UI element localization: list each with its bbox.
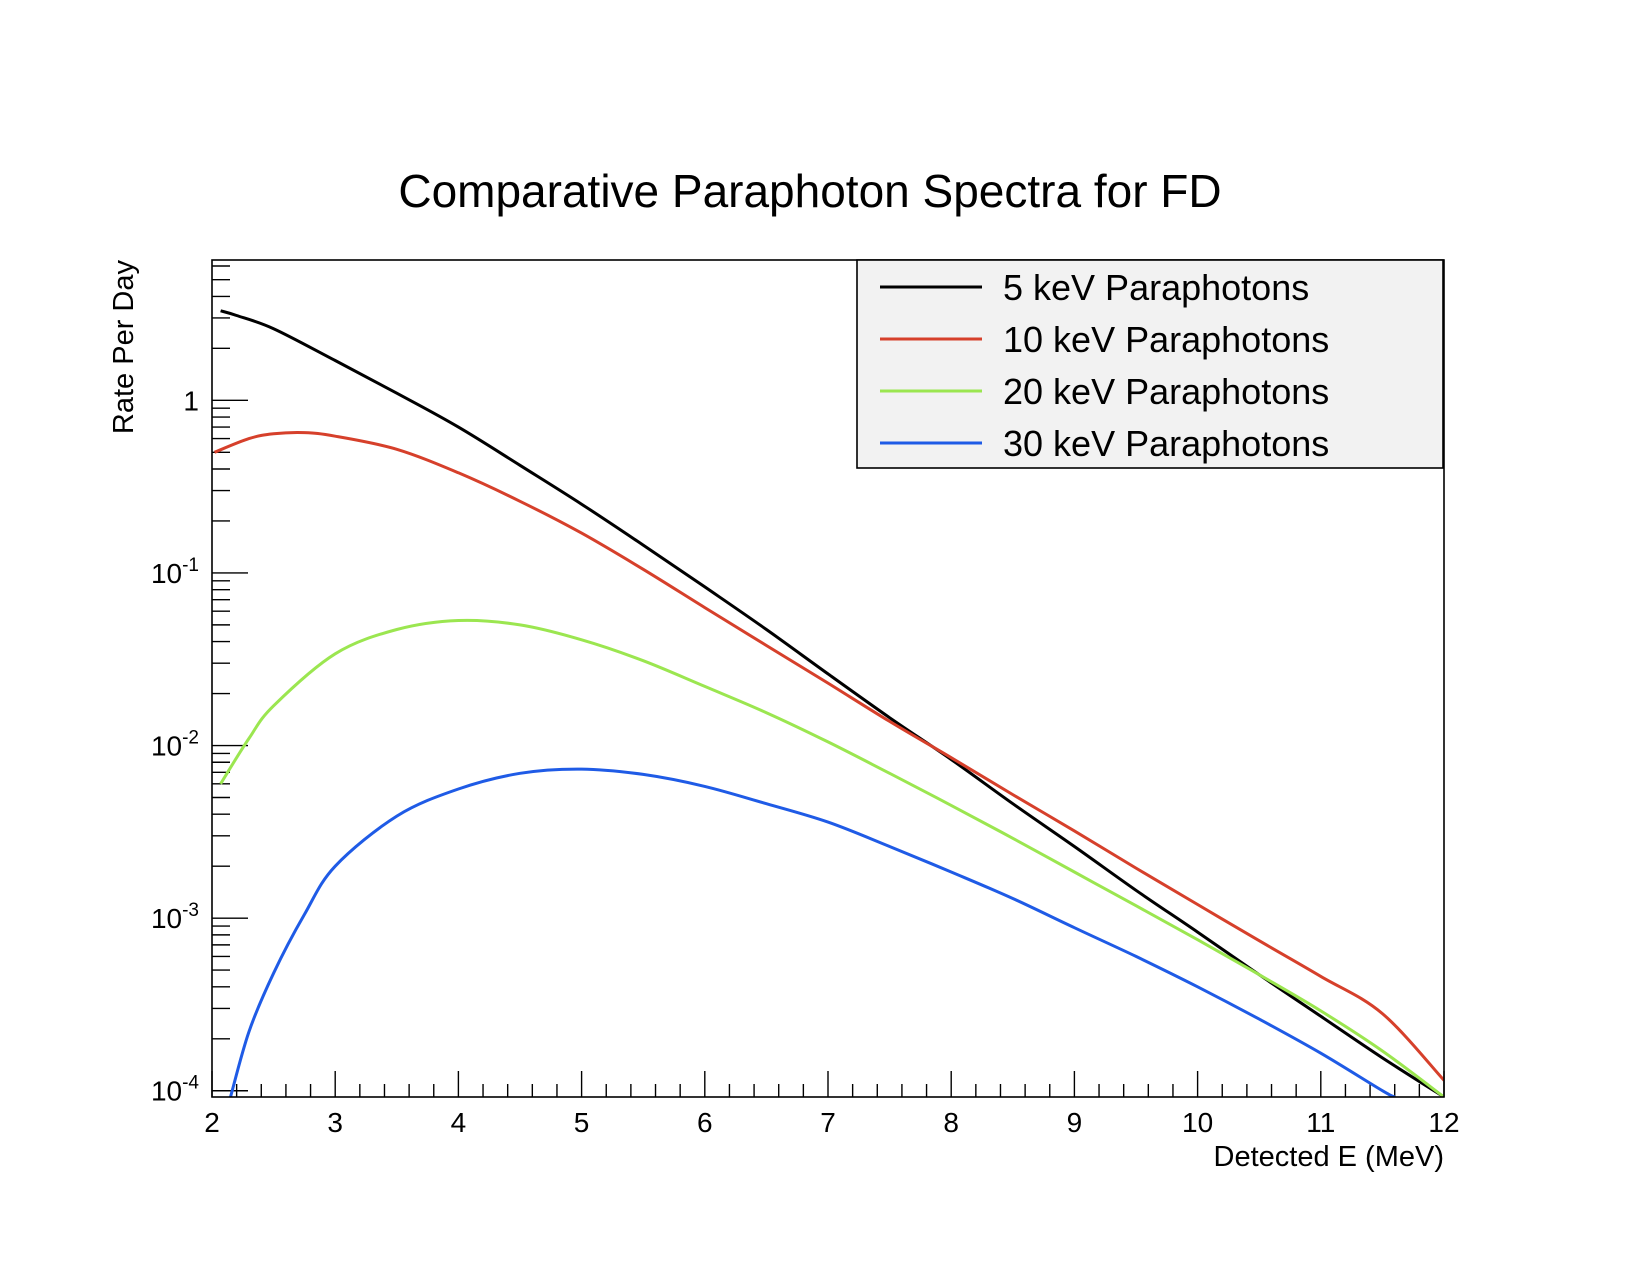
legend-label: 20 keV Paraphotons bbox=[1003, 371, 1329, 412]
series-line-1 bbox=[220, 309, 1444, 1097]
x-tick-label: 10 bbox=[1182, 1107, 1213, 1138]
y-tick-label-base: 10 bbox=[151, 1076, 182, 1107]
chart-title: Comparative Paraphoton Spectra for FD bbox=[398, 165, 1221, 217]
y-tick-label-base: 10 bbox=[151, 558, 182, 589]
axis-ticks bbox=[211, 265, 1445, 1097]
x-tick-label: 3 bbox=[327, 1107, 343, 1138]
legend-box bbox=[856, 259, 1444, 469]
x-axis-label: Detected E (MeV) bbox=[1214, 1141, 1444, 1173]
y-tick-label-base: 10 bbox=[151, 731, 182, 762]
y-tick-label: 10-2 bbox=[151, 728, 199, 762]
x-tick-label: 6 bbox=[697, 1107, 713, 1138]
x-tick-label: 2 bbox=[204, 1107, 220, 1138]
plot-frame bbox=[211, 259, 1445, 1098]
series-line-3 bbox=[219, 618, 1444, 1097]
legend-label: 10 keV Paraphotons bbox=[1003, 319, 1329, 360]
y-tick-label-base: 1 bbox=[183, 385, 199, 416]
y-tick-label-exponent: -4 bbox=[182, 1073, 199, 1094]
y-tick-label-exponent: -2 bbox=[182, 728, 199, 749]
legend: 5 keV Paraphotons 10 keV Paraphotons 20 ke… bbox=[856, 259, 1444, 469]
x-tick-label: 5 bbox=[574, 1107, 590, 1138]
x-tick-label: 4 bbox=[451, 1107, 467, 1138]
y-tick-label: 10-4 bbox=[151, 1073, 199, 1107]
series-line-4 bbox=[229, 767, 1396, 1097]
y-tick-label-exponent: -1 bbox=[182, 555, 199, 576]
y-tick-label: 10-1 bbox=[151, 555, 199, 589]
y-axis-label: Rate Per Day bbox=[108, 260, 140, 435]
legend-label: 5 keV Paraphotons bbox=[1003, 267, 1309, 308]
x-axis-tick-labels: 2 3 4 5 6 7 8 9 10 11 12 bbox=[204, 1107, 1459, 1138]
x-tick-label: 9 bbox=[1067, 1107, 1083, 1138]
x-tick-label: 12 bbox=[1428, 1107, 1459, 1138]
y-tick-label: 10-3 bbox=[151, 900, 199, 934]
legend-label: 30 keV Paraphotons bbox=[1003, 423, 1329, 464]
y-axis-tick-labels: 110-110-210-310-4 bbox=[151, 385, 199, 1106]
x-tick-label: 11 bbox=[1306, 1107, 1335, 1138]
x-tick-label: 7 bbox=[820, 1107, 836, 1138]
y-tick-label: 1 bbox=[183, 385, 199, 416]
y-tick-label-base: 10 bbox=[151, 903, 182, 934]
x-tick-label: 8 bbox=[943, 1107, 959, 1138]
series-lines bbox=[213, 309, 1444, 1097]
y-tick-label-exponent: -3 bbox=[182, 900, 199, 921]
series-line-2 bbox=[213, 430, 1444, 1082]
